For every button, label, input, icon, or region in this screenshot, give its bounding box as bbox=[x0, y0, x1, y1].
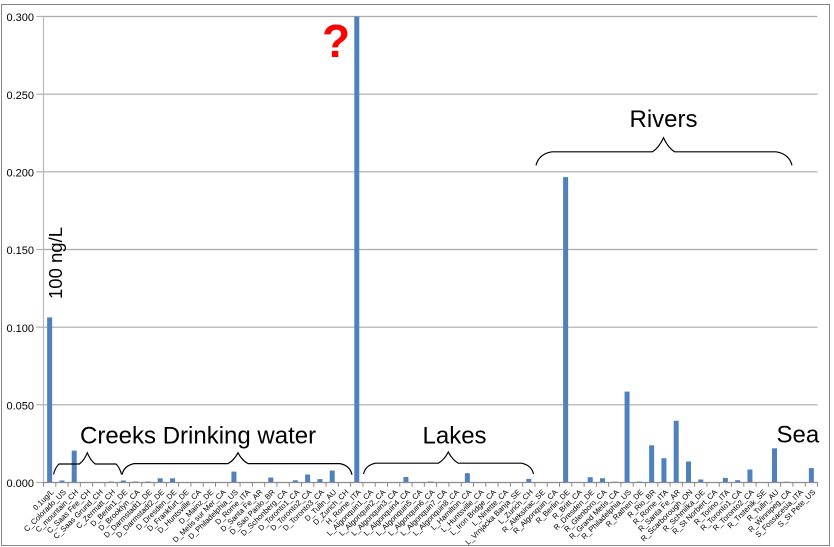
svg-text:?: ? bbox=[322, 15, 350, 67]
svg-text:Creeks Drinking water: Creeks Drinking water bbox=[80, 422, 316, 449]
svg-text:0.050: 0.050 bbox=[6, 400, 34, 412]
svg-text:0.100: 0.100 bbox=[6, 323, 34, 335]
svg-text:Lakes: Lakes bbox=[423, 422, 487, 449]
svg-text:0.000: 0.000 bbox=[6, 478, 34, 490]
svg-text:0.200: 0.200 bbox=[6, 167, 34, 179]
svg-text:Sea: Sea bbox=[777, 421, 820, 448]
svg-text:0.250: 0.250 bbox=[6, 90, 34, 102]
svg-text:100 ng/L: 100 ng/L bbox=[45, 227, 66, 299]
svg-text:Rivers: Rivers bbox=[630, 106, 698, 133]
svg-text:0.300: 0.300 bbox=[6, 12, 34, 24]
svg-text:0.150: 0.150 bbox=[6, 245, 34, 257]
